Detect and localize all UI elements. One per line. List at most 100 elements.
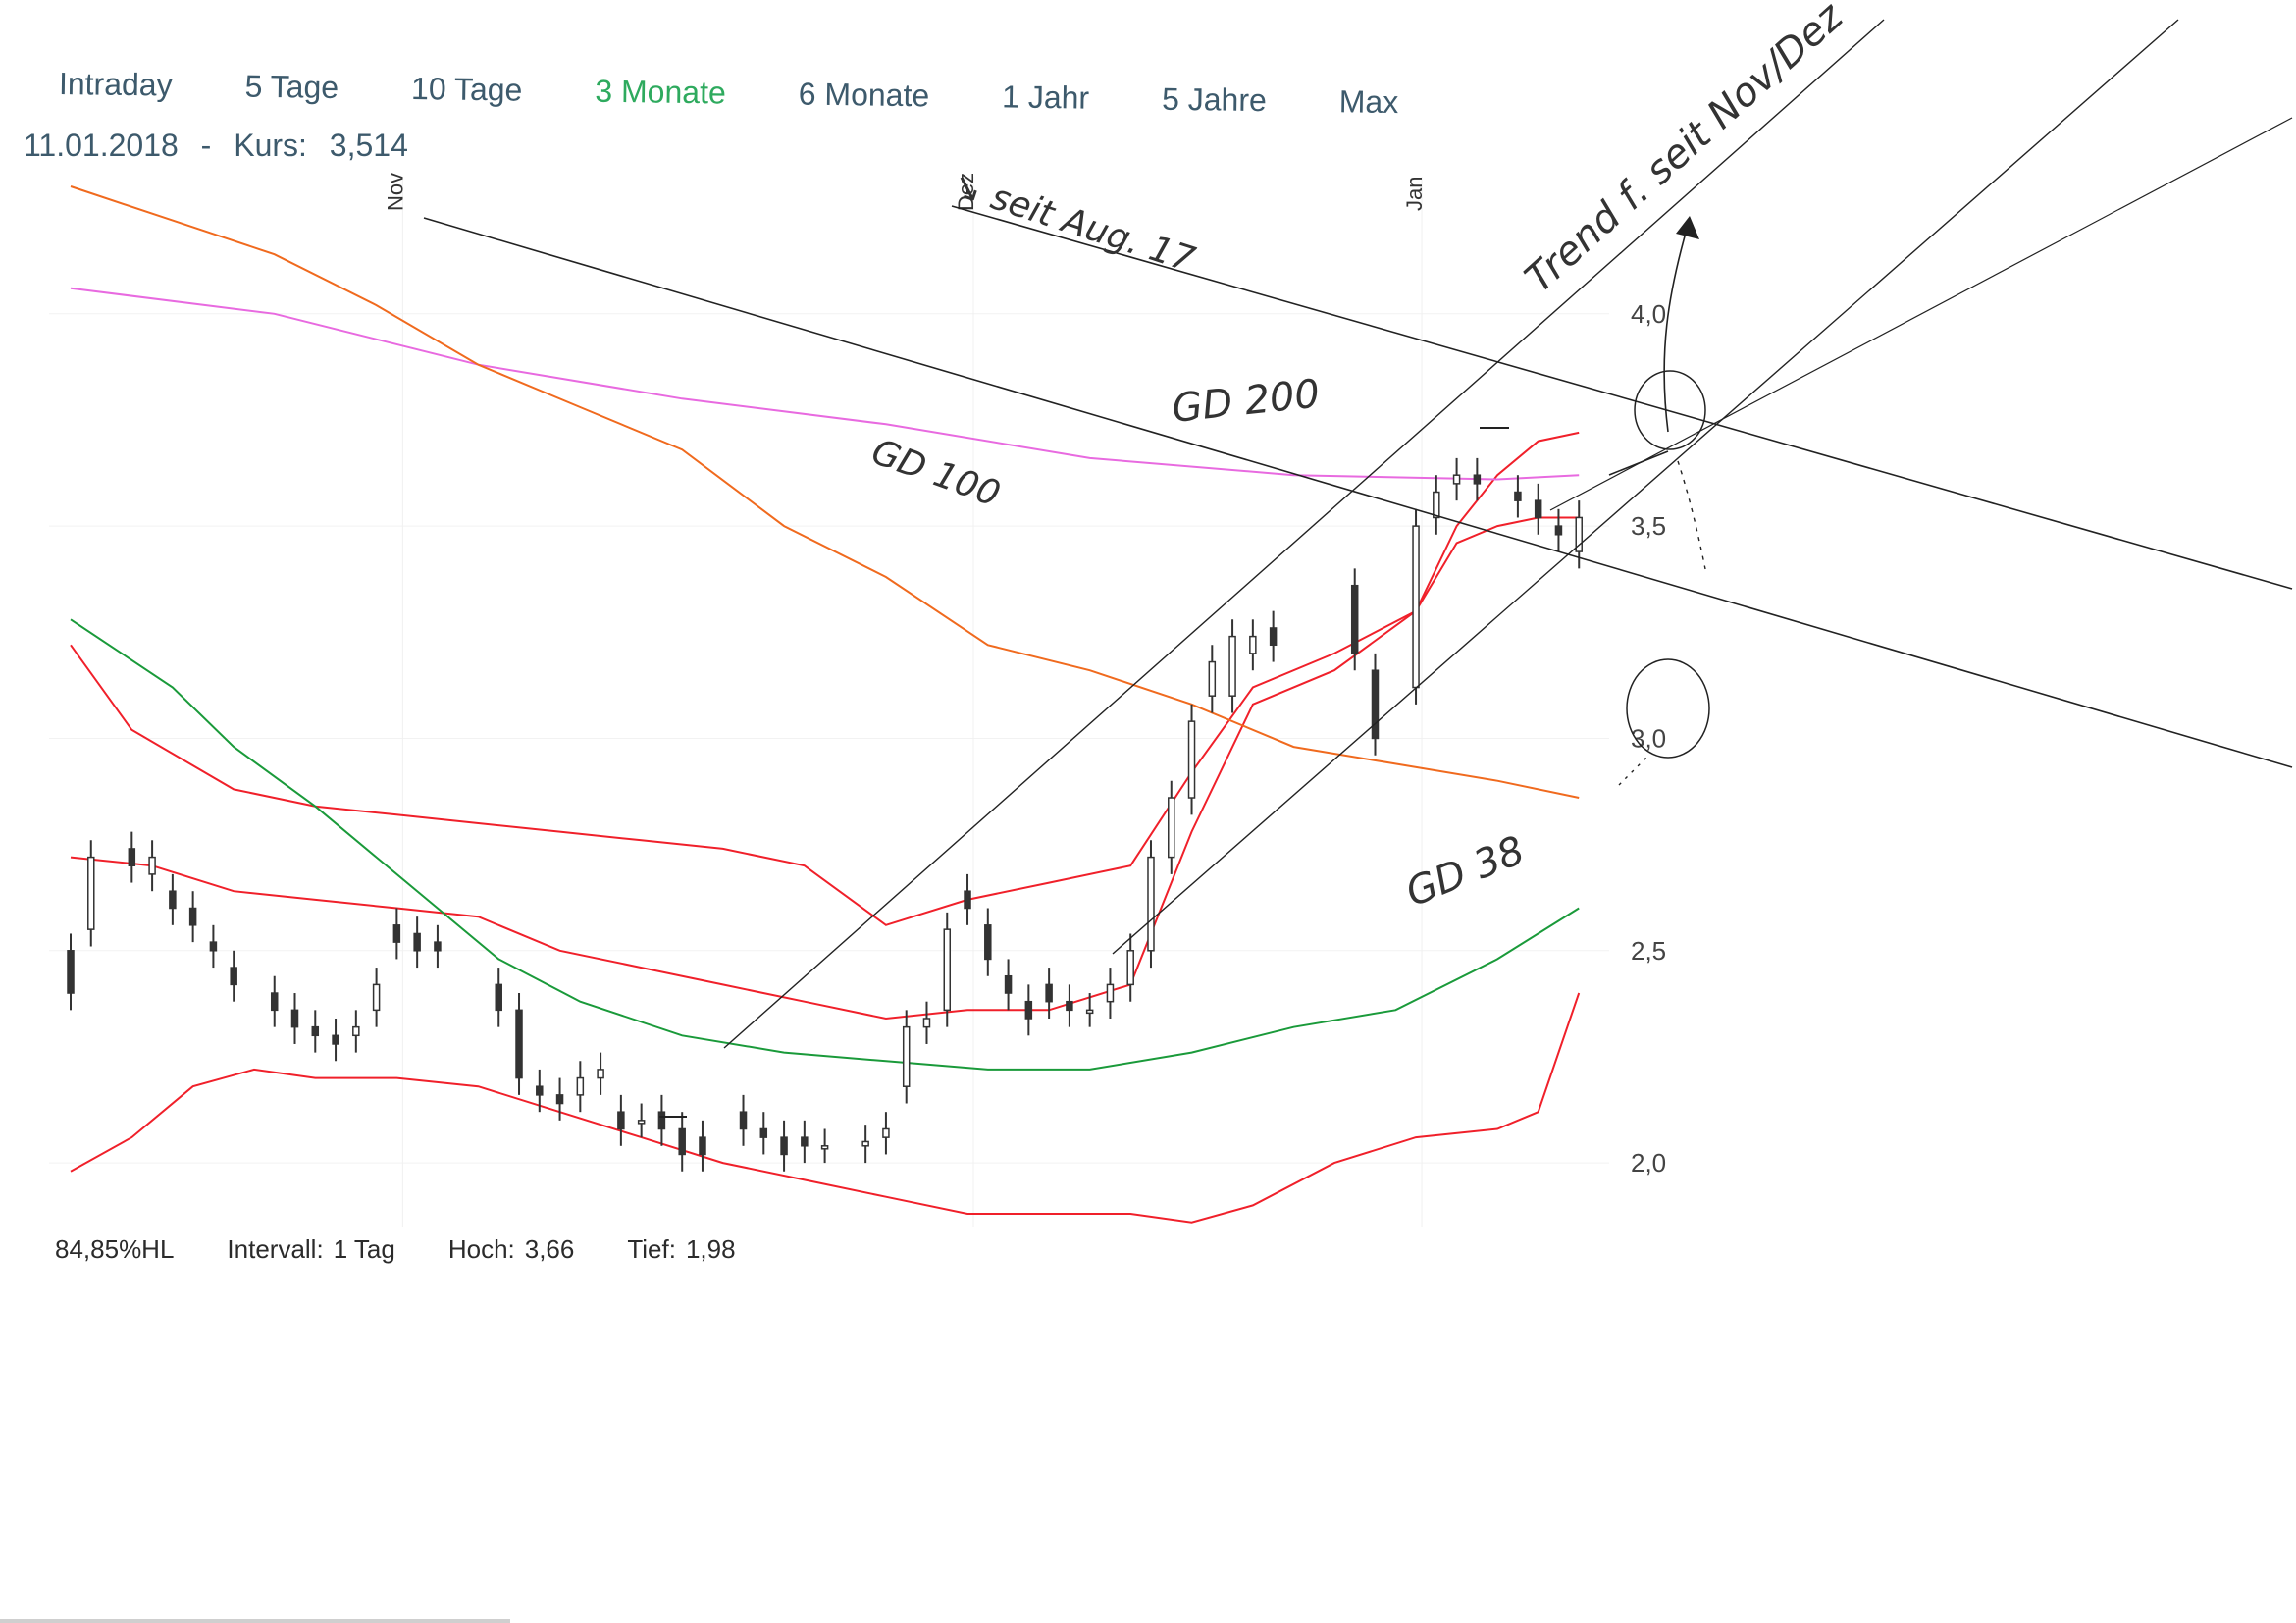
low-info: Tief: 1,98 bbox=[627, 1234, 735, 1265]
candle-body bbox=[290, 1009, 299, 1028]
candle-body bbox=[128, 848, 136, 866]
price-header: 11.01.2018 - Kurs: 3,514 bbox=[24, 128, 422, 164]
candle-body bbox=[678, 1127, 686, 1156]
gd200-line bbox=[70, 287, 1580, 481]
downtrend-line-since-aug bbox=[951, 205, 2293, 590]
y-tick-label: 4,0 bbox=[1631, 299, 1666, 329]
candle-body bbox=[902, 1025, 911, 1087]
candle-body bbox=[617, 1111, 625, 1130]
candle-body bbox=[861, 1140, 869, 1147]
y-tick-label: 2,0 bbox=[1631, 1148, 1666, 1178]
candle-body bbox=[555, 1094, 564, 1105]
candle-body bbox=[1024, 1000, 1033, 1020]
candle-body bbox=[1208, 660, 1217, 697]
dotted-path bbox=[1677, 460, 1706, 570]
candle-body bbox=[597, 1069, 604, 1079]
month-label-dez: Dez bbox=[954, 173, 978, 211]
candle-body bbox=[392, 924, 401, 943]
candle-body bbox=[922, 1018, 931, 1028]
chart-footer: 84,85%HL Intervall: 1 Tag Hoch: 3,66 Tief:… bbox=[55, 1234, 789, 1265]
candle-body bbox=[1473, 474, 1482, 485]
uptrend-channel-lower bbox=[1112, 19, 2179, 955]
candle-body bbox=[270, 992, 279, 1012]
annotation-since-aug: ↘ seit Aug. 17 bbox=[947, 165, 1199, 281]
candle-body bbox=[820, 1145, 829, 1150]
candle-body bbox=[495, 983, 502, 1012]
candle-body bbox=[739, 1111, 748, 1130]
bollinger-lower-line bbox=[70, 992, 1581, 1224]
candle-body bbox=[413, 932, 421, 952]
quote-date: 11.01.2018 bbox=[24, 128, 179, 163]
candle-body bbox=[801, 1136, 809, 1147]
candle-body bbox=[332, 1034, 339, 1045]
y-tick-label: 3,5 bbox=[1631, 511, 1666, 541]
circle-annotation-bottom bbox=[1626, 658, 1710, 759]
candle-body bbox=[1168, 797, 1175, 859]
candle-body bbox=[1534, 499, 1542, 519]
candle-body bbox=[882, 1127, 890, 1138]
candle-body bbox=[372, 983, 381, 1012]
candle-body bbox=[1147, 856, 1155, 952]
uptrend-channel-upper bbox=[723, 19, 1885, 1049]
interval-label: Intervall: bbox=[227, 1234, 324, 1264]
candle-body bbox=[657, 1111, 666, 1130]
dotted-path-lower bbox=[1618, 755, 1649, 786]
low-label: Tief: bbox=[627, 1234, 676, 1264]
high-value: 3,66 bbox=[524, 1234, 575, 1264]
target-arrowhead bbox=[1676, 216, 1699, 239]
gd38-line bbox=[70, 618, 1580, 1071]
price-value: 3,514 bbox=[329, 128, 408, 163]
candle-body bbox=[1554, 525, 1563, 536]
candle-body bbox=[1452, 474, 1461, 485]
candle-body bbox=[1004, 974, 1013, 994]
candle-body bbox=[780, 1136, 788, 1156]
scan-edge-line bbox=[0, 1619, 510, 1623]
candle-body bbox=[1269, 627, 1278, 647]
candle-body bbox=[1085, 1009, 1094, 1015]
high-label: Hoch: bbox=[447, 1234, 515, 1264]
candle-body bbox=[1187, 720, 1196, 799]
month-label-nov: Nov bbox=[383, 173, 407, 211]
uptrend-extension bbox=[1549, 117, 2293, 511]
downtrend-line-upper bbox=[423, 217, 2293, 768]
candle-body bbox=[311, 1025, 320, 1037]
candle-body bbox=[1371, 669, 1380, 740]
candle-body bbox=[536, 1085, 544, 1096]
candle-body bbox=[169, 890, 177, 910]
circle-annotation-top bbox=[1634, 370, 1706, 450]
candle-body bbox=[1350, 584, 1359, 654]
candle-body bbox=[352, 1025, 360, 1037]
hl-label: 84,85%HL bbox=[55, 1234, 175, 1264]
candle-body bbox=[1228, 635, 1236, 697]
annotation-gd100: GD 100 bbox=[866, 432, 1006, 515]
candle-body bbox=[576, 1076, 585, 1096]
candle-body bbox=[1126, 950, 1134, 986]
candle-body bbox=[87, 856, 95, 930]
interval-value: 1 Tag bbox=[333, 1234, 395, 1264]
candle-body bbox=[964, 890, 971, 910]
entry-arrow bbox=[1608, 450, 1669, 476]
candle-body bbox=[1575, 516, 1583, 552]
y-tick-label: 3,0 bbox=[1631, 723, 1666, 753]
candle-body bbox=[67, 950, 75, 994]
candle-body bbox=[1412, 525, 1420, 689]
candle-body bbox=[1066, 1000, 1073, 1012]
month-label-jan: Jan bbox=[1402, 177, 1427, 211]
hl-indicator: 84,85%HL bbox=[55, 1234, 174, 1265]
price-label: Kurs: bbox=[234, 128, 307, 163]
annotation-trend: Trend f. seit Nov/Dez bbox=[1517, 0, 1852, 301]
candle-body bbox=[188, 907, 197, 926]
candle-body bbox=[1045, 983, 1053, 1003]
candle-body bbox=[434, 941, 442, 952]
candle-body bbox=[637, 1120, 646, 1125]
candle-body bbox=[759, 1127, 768, 1138]
low-value: 1,98 bbox=[685, 1234, 736, 1264]
candle-body bbox=[984, 924, 992, 961]
candle-body bbox=[1514, 491, 1522, 501]
candle-body bbox=[1249, 635, 1257, 654]
y-tick-label: 2,5 bbox=[1631, 936, 1666, 966]
annotation-gd38: GD 38 bbox=[1400, 828, 1532, 916]
candle-body bbox=[1106, 983, 1115, 1003]
target-arrow bbox=[1663, 225, 1689, 433]
